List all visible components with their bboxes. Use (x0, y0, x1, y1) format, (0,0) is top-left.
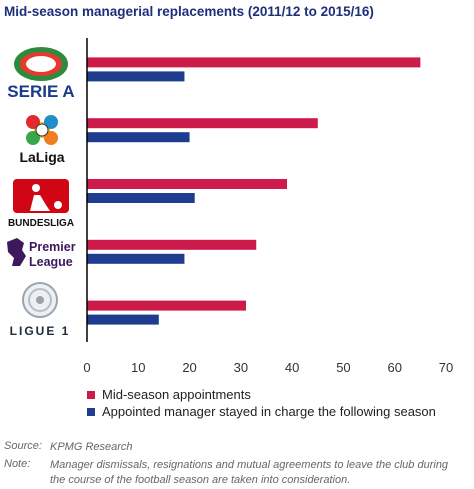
x-tick-label-3: 30 (234, 360, 248, 375)
chart-title: Mid-season managerial replacements (2011… (4, 4, 374, 19)
source-line: Source: KPMG Research (0, 440, 474, 456)
serie-a-logo: SERIE A (6, 44, 76, 101)
x-tick-label-4: 40 (285, 360, 299, 375)
premier-league-logo: Premier League (4, 236, 76, 272)
serie-a-badge-icon: SERIE A (7, 47, 75, 101)
x-tick-label-5: 50 (336, 360, 350, 375)
bar-appointments-0 (87, 57, 421, 68)
x-tick-label-6: 60 (387, 360, 401, 375)
bundesliga-badge-icon: BUNDESLIGA (8, 179, 74, 229)
bar-stayed-4 (87, 314, 159, 325)
bar-stayed-2 (87, 193, 195, 203)
source-label: Source: (4, 440, 42, 452)
laliga-logo: LaLiga (14, 108, 70, 166)
x-tick-label-1: 10 (131, 360, 145, 375)
x-tick-label-0: 0 (83, 360, 90, 375)
bundesliga-logo: BUNDESLIGA (6, 175, 76, 230)
laliga-badge-icon: LaLiga (19, 115, 65, 165)
serie-a-text: SERIE A (7, 82, 74, 100)
x-tick-label-7: 70 (439, 360, 453, 375)
ligue1-logo: LIGUE 1 (8, 280, 72, 340)
premier-league-lion-icon: Premier League (7, 238, 76, 269)
ligue1-badge-icon: LIGUE 1 (10, 282, 71, 338)
bundesliga-text: BUNDESLIGA (8, 218, 74, 229)
note-label: Note: (4, 458, 31, 470)
premier-league-text-1: Premier (29, 240, 76, 254)
source-text: KPMG Research (50, 441, 133, 453)
laliga-text: LaLiga (19, 149, 64, 165)
bar-stayed-1 (87, 132, 190, 143)
ligue1-text: LIGUE 1 (10, 324, 71, 338)
x-tick-label-2: 20 (182, 360, 196, 375)
legend-label-stayed: Appointed manager stayed in charge the f… (102, 404, 436, 419)
note-text: Manager dismissals, resignations and mut… (50, 459, 449, 486)
bar-appointments-3 (87, 239, 257, 250)
bar-appointments-1 (87, 118, 318, 129)
bar-stayed-3 (87, 253, 185, 264)
premier-league-text-2: League (29, 255, 73, 269)
legend-label-appointments: Mid-season appointments (102, 387, 251, 402)
bar-appointments-4 (87, 300, 246, 311)
legend-swatch-stayed (87, 408, 95, 416)
bar-stayed-0 (87, 71, 185, 82)
legend-swatch-appointments (87, 391, 95, 399)
bar-appointments-2 (87, 179, 288, 189)
note-block: Note: Manager dismissals, resignations a… (0, 458, 474, 489)
